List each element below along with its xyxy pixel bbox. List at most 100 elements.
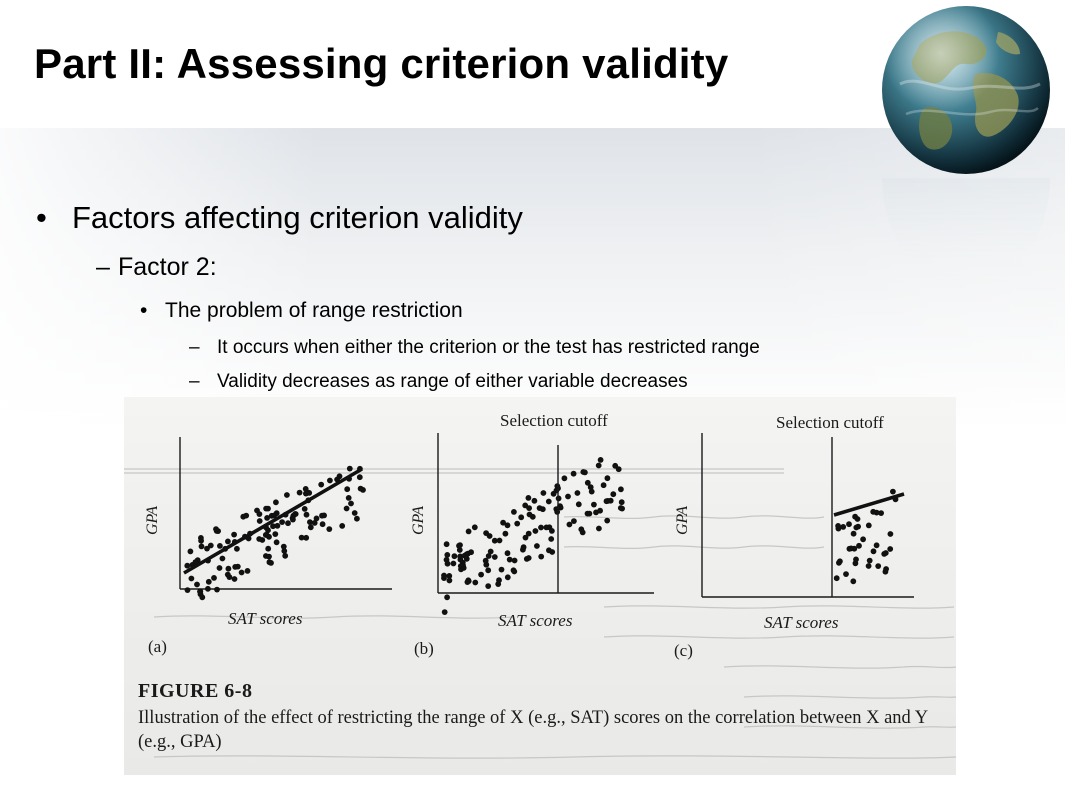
panel-b-dot <box>525 555 532 561</box>
panel-c-dot <box>878 510 884 516</box>
panel-a-dot <box>207 542 214 549</box>
panel-a-dot <box>274 522 281 529</box>
panel-b-dot <box>491 554 498 560</box>
panel-b-dot <box>485 567 492 574</box>
panel-b-dot <box>591 501 597 508</box>
panel-c-dot <box>870 548 877 555</box>
panel-b-dot <box>615 466 622 473</box>
panel-b-dot <box>514 520 521 527</box>
panel-b-dot <box>500 519 506 526</box>
panel-b-dot <box>441 572 447 579</box>
panel-b-dot <box>557 504 564 511</box>
panel-a-dot <box>270 523 276 530</box>
globe-icon <box>882 6 1050 174</box>
panel-b-dot <box>561 475 568 482</box>
panel-a-x-axis-label: SAT scores <box>228 609 303 628</box>
panel-b-dot <box>597 507 603 514</box>
panel-a-dot <box>244 568 251 574</box>
panel-a-dot <box>311 520 318 526</box>
panel-a-dot <box>348 500 354 507</box>
panel-a-dot <box>281 548 288 554</box>
panel-c-dot <box>860 536 866 543</box>
panel-b-dot <box>504 522 511 529</box>
panel-a-dot <box>313 515 320 522</box>
panel-a-dot <box>238 569 245 576</box>
panel-b-dot <box>520 546 526 553</box>
bullet-text: It occurs when either the criterion or t… <box>217 337 760 358</box>
panel-b-dot <box>584 510 591 517</box>
panel-c-regression-line <box>833 492 905 517</box>
dash-marker: – <box>96 253 110 281</box>
panel-b-dot <box>482 557 489 564</box>
panel-a-dot <box>319 521 326 528</box>
panel-a-dot <box>301 506 308 512</box>
panel-a-dot <box>187 548 194 555</box>
panel-a-dot <box>357 485 364 492</box>
panel-b-dot <box>478 571 484 578</box>
panel-a-dot <box>271 512 278 519</box>
panel-c-dot <box>850 530 857 537</box>
panel-c-dot <box>843 571 849 577</box>
panel-a-dot <box>344 486 351 493</box>
panel-b-dot <box>587 484 594 491</box>
panel-a-dot <box>225 565 232 572</box>
panel-b-dot <box>574 490 581 496</box>
panel-a-dot <box>234 545 240 552</box>
panel-b-dot <box>495 581 502 587</box>
panel-b-dot <box>597 457 604 463</box>
panel-b-y-axis-label: GPA <box>410 505 427 535</box>
panel-a-dot <box>231 576 238 582</box>
panel-b-dot <box>525 495 532 501</box>
panel-b-dot <box>502 530 509 537</box>
panel-b-dot <box>603 498 610 505</box>
panel-a-dot <box>326 526 333 532</box>
panel-b-dot <box>604 517 611 524</box>
bullet-text: Factor 2: <box>118 253 217 281</box>
panel-a-dot <box>318 481 325 488</box>
panel-b-dot <box>526 511 533 518</box>
dash-marker: – <box>189 371 200 392</box>
panel-b-dot <box>487 548 494 555</box>
panel-a-dot <box>216 565 223 571</box>
panel-b-dot <box>465 550 471 557</box>
panel-b-dot <box>472 579 479 586</box>
panel-c-x-axis-label: SAT scores <box>764 613 839 632</box>
panel-b-dot <box>565 493 571 500</box>
scatter-panels <box>179 433 914 615</box>
panel-b-dot <box>610 491 617 498</box>
panel-a-dot <box>197 588 203 595</box>
panel-b-dot <box>485 583 492 589</box>
panel-b-dot <box>511 509 517 515</box>
panel-b-dot <box>511 557 518 564</box>
panel-a-dot <box>265 545 272 552</box>
panel-c-y-axis-label: GPA <box>674 505 691 535</box>
bullet-text: The problem of range restriction <box>165 299 463 322</box>
panel-b-dot <box>618 486 624 493</box>
panel-a-dot <box>256 518 263 524</box>
panel-a-label: (a) <box>148 637 167 656</box>
panel-a-dot <box>205 578 212 585</box>
panel-c-dot <box>852 513 858 520</box>
panel-b-dot <box>446 577 453 584</box>
panel-b-dot <box>582 469 588 476</box>
panel-b-dot <box>536 505 543 511</box>
panel-a-dot <box>339 523 346 529</box>
panel-b-dot <box>595 462 602 469</box>
panel-c-dot <box>850 578 857 585</box>
panel-a-dot <box>285 520 291 527</box>
panel-b-dot <box>538 524 544 531</box>
panel-b-dot <box>496 537 503 544</box>
panel-b-dot <box>444 594 450 601</box>
dash-marker: – <box>189 337 200 358</box>
panel-b-dot <box>510 567 517 574</box>
globe-reflection <box>882 178 1050 288</box>
panel-a-regression-line <box>183 467 363 575</box>
panel-c-dot <box>846 545 853 552</box>
panel-a-dot <box>266 553 272 560</box>
panel-b-dot <box>546 547 552 554</box>
panel-b-dot <box>546 524 553 531</box>
panel-a-dot <box>354 515 360 522</box>
panel-a-dot <box>284 492 290 498</box>
panel-b-dot <box>483 530 489 536</box>
panel-a-dot <box>327 477 333 484</box>
